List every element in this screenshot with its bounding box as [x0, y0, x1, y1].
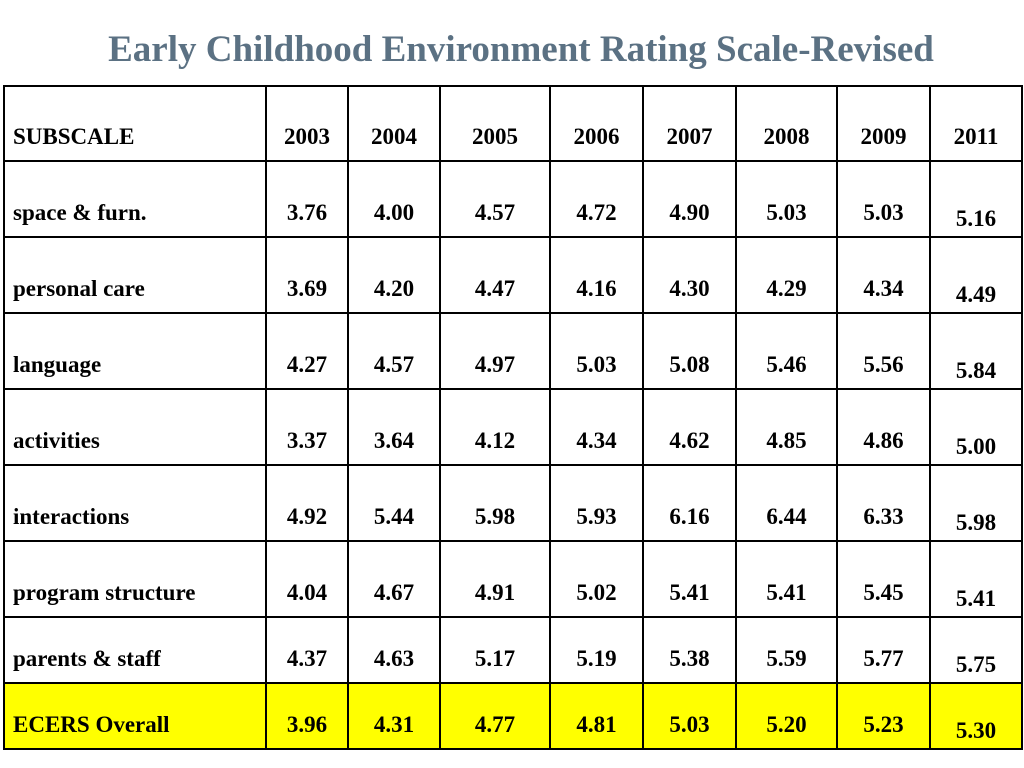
table-header-row: SUBSCALE 2003 2004 2005 2006 2007 2008 2… [3, 85, 1023, 162]
table-cell: 3.69 [265, 236, 349, 314]
table-cell: 4.20 [347, 236, 441, 314]
row-label: language [3, 312, 267, 390]
table-cell: 4.16 [549, 236, 644, 314]
table-cell: 3.37 [265, 388, 349, 466]
table-cell: 5.45 [836, 540, 931, 618]
table-cell: 5.02 [549, 540, 644, 618]
row-label: program structure [3, 540, 267, 618]
table-cell: 4.72 [549, 160, 644, 238]
table-cell: 5.19 [549, 616, 644, 684]
row-label: ECERS Overall [3, 682, 267, 750]
table-cell: 5.93 [549, 464, 644, 542]
table-cell: 5.03 [735, 160, 838, 238]
table-cell: 5.16 [929, 160, 1023, 238]
table-cell: 3.96 [265, 682, 349, 750]
table-cell: 5.23 [836, 682, 931, 750]
table-cell: 5.98 [439, 464, 551, 542]
header-cell-year: 2005 [439, 85, 551, 162]
table-row: interactions 4.92 5.44 5.98 5.93 6.16 6.… [3, 464, 1023, 542]
row-label: interactions [3, 464, 267, 542]
table-cell: 6.44 [735, 464, 838, 542]
table-row: program structure 4.04 4.67 4.91 5.02 5.… [3, 540, 1023, 618]
table-cell: 5.77 [836, 616, 931, 684]
table-cell: 4.27 [265, 312, 349, 390]
table-cell: 4.57 [439, 160, 551, 238]
table-cell: 6.16 [642, 464, 737, 542]
table-cell: 4.62 [642, 388, 737, 466]
table-cell: 4.77 [439, 682, 551, 750]
table-cell: 5.41 [642, 540, 737, 618]
table-cell: 4.81 [549, 682, 644, 750]
table-cell: 5.03 [836, 160, 931, 238]
table-cell: 4.97 [439, 312, 551, 390]
table-cell: 3.64 [347, 388, 441, 466]
table-cell: 4.90 [642, 160, 737, 238]
table-cell: 4.29 [735, 236, 838, 314]
ecers-table: SUBSCALE 2003 2004 2005 2006 2007 2008 2… [3, 85, 1023, 750]
table-cell: 5.44 [347, 464, 441, 542]
header-cell-subscale: SUBSCALE [3, 85, 267, 162]
table-cell: 5.41 [929, 540, 1023, 618]
table-cell: 4.86 [836, 388, 931, 466]
table-cell: 5.08 [642, 312, 737, 390]
table-cell: 3.76 [265, 160, 349, 238]
row-label: activities [3, 388, 267, 466]
table-cell: 4.92 [265, 464, 349, 542]
table-cell: 5.03 [642, 682, 737, 750]
table-cell: 4.57 [347, 312, 441, 390]
header-cell-year: 2011 [929, 85, 1023, 162]
table-cell: 4.67 [347, 540, 441, 618]
table-row: parents & staff 4.37 4.63 5.17 5.19 5.38… [3, 616, 1023, 684]
table-cell: 5.59 [735, 616, 838, 684]
table-cell: 5.46 [735, 312, 838, 390]
table-cell: 4.00 [347, 160, 441, 238]
header-cell-year: 2006 [549, 85, 644, 162]
row-label: parents & staff [3, 616, 267, 684]
table-row: language 4.27 4.57 4.97 5.03 5.08 5.46 5… [3, 312, 1023, 390]
table-cell: 6.33 [836, 464, 931, 542]
header-cell-year: 2003 [265, 85, 349, 162]
table-cell: 4.49 [929, 236, 1023, 314]
table-cell: 4.34 [549, 388, 644, 466]
table-cell: 4.12 [439, 388, 551, 466]
header-cell-year: 2008 [735, 85, 838, 162]
table-cell: 5.41 [735, 540, 838, 618]
table-row: space & furn. 3.76 4.00 4.57 4.72 4.90 5… [3, 160, 1023, 238]
table-cell: 5.17 [439, 616, 551, 684]
table-cell: 4.85 [735, 388, 838, 466]
header-cell-year: 2004 [347, 85, 441, 162]
table-cell: 5.98 [929, 464, 1023, 542]
table-row: activities 3.37 3.64 4.12 4.34 4.62 4.85… [3, 388, 1023, 466]
table-cell: 4.47 [439, 236, 551, 314]
table-cell: 5.38 [642, 616, 737, 684]
table-cell: 4.63 [347, 616, 441, 684]
table-cell: 5.30 [929, 682, 1023, 750]
header-cell-year: 2007 [642, 85, 737, 162]
table-cell: 5.84 [929, 312, 1023, 390]
table-cell: 5.75 [929, 616, 1023, 684]
table-cell: 5.20 [735, 682, 838, 750]
row-label: space & furn. [3, 160, 267, 238]
table-cell: 4.34 [836, 236, 931, 314]
table-cell: 4.30 [642, 236, 737, 314]
table-row: personal care 3.69 4.20 4.47 4.16 4.30 4… [3, 236, 1023, 314]
overall-row: ECERS Overall 3.96 4.31 4.77 4.81 5.03 5… [3, 682, 1023, 750]
table-cell: 5.56 [836, 312, 931, 390]
row-label: personal care [3, 236, 267, 314]
table-cell: 5.00 [929, 388, 1023, 466]
table-cell: 4.31 [347, 682, 441, 750]
table-cell: 4.91 [439, 540, 551, 618]
header-cell-year: 2009 [836, 85, 931, 162]
page-title: Early Childhood Environment Rating Scale… [108, 29, 934, 70]
table-cell: 5.03 [549, 312, 644, 390]
table-cell: 4.04 [265, 540, 349, 618]
table-cell: 4.37 [265, 616, 349, 684]
